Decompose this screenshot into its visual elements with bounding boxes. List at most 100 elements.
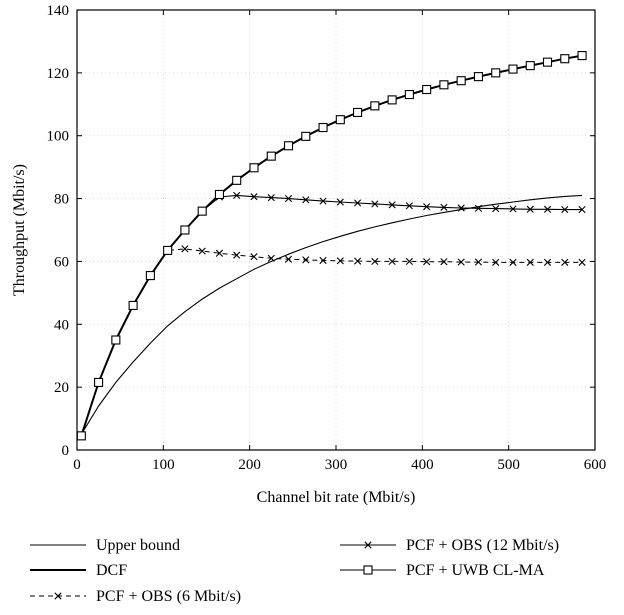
legend-item: DCF	[30, 562, 127, 579]
x-marker	[215, 249, 224, 257]
x-marker	[474, 258, 483, 266]
square-marker	[370, 101, 380, 111]
square-marker	[197, 206, 207, 216]
x-marker	[250, 253, 258, 261]
x-marker	[561, 205, 569, 214]
y-tick-label: 0	[62, 443, 70, 459]
square-marker	[577, 51, 587, 61]
x-marker	[561, 258, 569, 266]
x-marker	[474, 204, 483, 212]
square-marker	[404, 89, 414, 100]
x-marker	[250, 193, 258, 201]
legend-label: PCF + OBS (6 Mbit/s)	[96, 588, 241, 605]
x-marker	[319, 256, 327, 265]
square-marker	[525, 61, 535, 71]
square-marker	[353, 107, 363, 118]
x-marker	[526, 258, 534, 266]
x-marker	[267, 194, 275, 202]
x-marker	[457, 204, 465, 212]
x-marker	[457, 258, 465, 266]
x-marker	[578, 258, 586, 266]
square-marker	[335, 115, 345, 125]
y-axis-title: Throughput (Mbit/s)	[11, 164, 28, 296]
legend-item: PCF + UWB CL-MA	[340, 562, 545, 579]
series-line	[80, 55, 583, 437]
legend-label: PCF + UWB CL-MA	[406, 562, 545, 579]
x-marker	[198, 247, 206, 255]
square-marker	[491, 68, 501, 78]
series-pcf-obs-12-mbit-s	[77, 191, 586, 440]
square-marker	[508, 64, 518, 74]
legend-item: PCF + OBS (12 Mbit/s)	[340, 537, 559, 554]
square-marker	[128, 300, 138, 310]
square-marker	[180, 225, 190, 235]
square-marker	[542, 57, 553, 67]
x-marker	[371, 257, 379, 266]
x-tick-label: 300	[325, 457, 348, 473]
x-marker	[364, 541, 372, 549]
square-marker	[318, 122, 328, 133]
square-marker	[145, 271, 155, 281]
square-marker	[249, 163, 259, 173]
square-marker	[387, 95, 397, 105]
x-marker	[302, 256, 310, 264]
series-upper-bound	[80, 194, 583, 435]
y-tick-label: 20	[54, 380, 69, 396]
x-marker	[405, 257, 413, 266]
x-marker	[233, 251, 241, 259]
square-marker	[363, 565, 373, 575]
y-tick-labels: 0 20 40 60 80 100 120 140	[47, 3, 70, 459]
x-tick-label: 0	[73, 457, 81, 473]
tick-marks	[76, 9, 596, 451]
x-marker	[543, 258, 552, 266]
square-marker	[94, 377, 104, 387]
square-marker	[439, 80, 449, 90]
y-tick-label: 140	[47, 3, 70, 19]
x-marker	[388, 201, 396, 209]
grid-lines	[77, 10, 595, 450]
x-marker	[405, 202, 413, 210]
x-tick-label: 500	[497, 457, 520, 473]
x-marker	[319, 197, 327, 205]
legend-label: DCF	[96, 562, 127, 579]
y-tick-label: 120	[47, 66, 70, 82]
square-marker	[214, 189, 224, 200]
x-marker	[353, 257, 362, 265]
series-dcf	[80, 54, 583, 437]
series-line	[80, 54, 583, 437]
x-marker	[509, 258, 517, 266]
x-marker	[371, 200, 379, 208]
x-tick-label: 400	[411, 457, 434, 473]
x-marker	[336, 257, 344, 265]
x-marker	[54, 592, 62, 600]
x-marker	[526, 205, 534, 213]
x-tick-label: 200	[238, 457, 261, 473]
x-marker	[353, 199, 362, 207]
square-marker	[283, 141, 294, 151]
legend-item: Upper bound	[30, 537, 180, 554]
x-marker	[267, 254, 275, 262]
y-tick-label: 80	[54, 192, 69, 208]
square-marker	[266, 151, 276, 161]
square-marker	[163, 245, 173, 255]
x-tick-label: 100	[152, 457, 175, 473]
square-marker	[456, 76, 466, 86]
square-marker	[473, 72, 484, 82]
square-marker	[111, 335, 121, 345]
legend: Upper bound DCF PCF + OBS (6 Mbit/s) PCF + …	[30, 537, 559, 605]
square-marker	[76, 431, 86, 441]
series-line	[80, 194, 583, 435]
square-marker	[232, 175, 242, 185]
x-marker	[492, 258, 500, 266]
x-marker	[233, 191, 241, 200]
legend-item: PCF + OBS (6 Mbit/s)	[30, 588, 241, 605]
x-marker	[440, 203, 448, 211]
x-marker	[336, 198, 344, 206]
x-tick-label: 600	[584, 457, 607, 473]
x-marker	[284, 194, 293, 203]
legend-label: PCF + OBS (12 Mbit/s)	[406, 537, 559, 554]
x-axis-title: Channel bit rate (Mbit/s)	[257, 489, 416, 506]
x-marker	[284, 255, 293, 263]
y-tick-label: 40	[54, 317, 69, 333]
